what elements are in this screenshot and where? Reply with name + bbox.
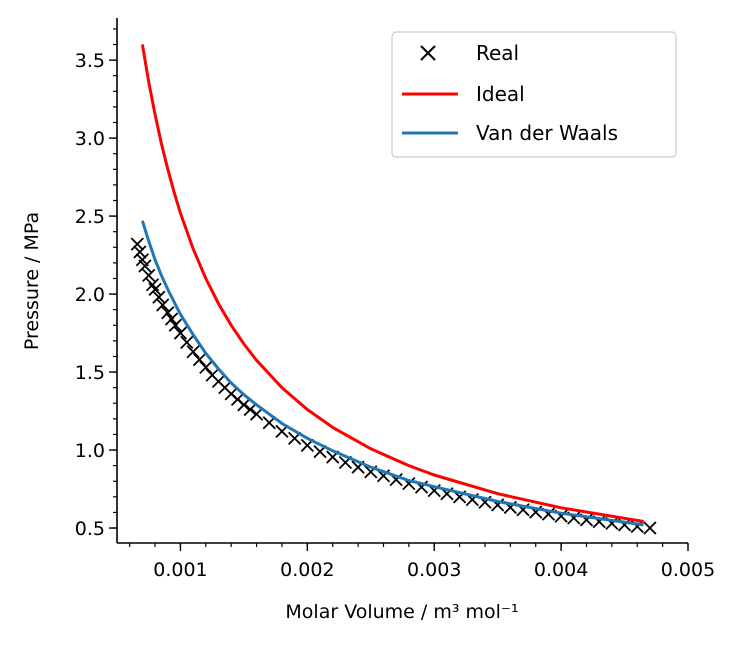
real-data-point [199, 360, 213, 375]
real-data-point [192, 352, 207, 367]
real-data-point [237, 398, 251, 412]
y-tick-label: 1.0 [75, 440, 105, 462]
legend-label-van-der-waals: Van der Waals [476, 121, 618, 145]
real-data-point [130, 237, 144, 251]
marker-stroke [205, 368, 219, 382]
marker-stroke [168, 318, 183, 332]
real-data-point [249, 407, 264, 421]
y-tick-label: 2.0 [75, 284, 105, 306]
marker-stroke [135, 253, 150, 267]
marker-stroke [173, 326, 188, 340]
marker-stroke [389, 473, 403, 487]
real-data-point [138, 259, 152, 273]
marker-stroke [192, 352, 207, 367]
x-axis-label: Molar Volume / m³ mol⁻¹ [285, 601, 518, 623]
marker-stroke [554, 509, 568, 523]
real-data-point [168, 318, 183, 332]
marker-stroke [161, 306, 175, 320]
legend-real-marker-icon [420, 45, 436, 61]
marker-stroke [138, 259, 152, 273]
marker-stroke [142, 268, 156, 282]
axes: 0.001 0.002 0.003 0.004 0.005 0.5 1.0 1.5 2.0 2.5… [75, 18, 715, 581]
marker-stroke [164, 312, 179, 326]
real-data-point [142, 268, 156, 282]
real-data-point [186, 345, 200, 359]
marker-stroke [156, 298, 170, 312]
marker-stroke [617, 518, 632, 532]
marker-stroke [148, 282, 162, 297]
marker-stroke [199, 360, 213, 375]
marker-stroke [130, 237, 144, 251]
x-tick-label: 0.001 [153, 559, 207, 581]
marker-stroke [180, 335, 194, 350]
real-data-point [643, 521, 657, 535]
marker-stroke [218, 381, 232, 395]
real-data-point [164, 312, 179, 326]
real-data-point [243, 402, 257, 417]
legend-label-real: Real [476, 41, 519, 65]
x-tick-label: 0.004 [534, 559, 588, 581]
legend: Real Ideal Van der Waals [391, 31, 677, 158]
real-data-point [161, 306, 175, 320]
marker-stroke [133, 245, 147, 259]
marker-stroke [402, 476, 416, 491]
marker-stroke [249, 407, 264, 421]
real-data-point [133, 245, 147, 259]
real-data-point [156, 298, 170, 312]
x-tick-label: 0.002 [280, 559, 334, 581]
x-tick-label: 0.005 [661, 559, 715, 581]
y-tick-label: 3.0 [75, 128, 105, 150]
marker-stroke [152, 290, 166, 304]
plot-area [130, 44, 657, 535]
series-van-der-waals-line [140, 220, 644, 527]
marker-stroke [567, 511, 581, 525]
y-tick-label: 2.5 [75, 206, 105, 228]
real-data-point [148, 282, 162, 297]
marker-stroke [145, 278, 160, 292]
marker-stroke [211, 374, 226, 389]
marker-stroke [243, 402, 257, 417]
marker-stroke [643, 521, 657, 535]
y-tick-label: 1.5 [75, 362, 105, 384]
series-ideal-line [140, 44, 644, 523]
legend-label-ideal: Ideal [476, 82, 525, 106]
series-real-markers [130, 237, 657, 535]
real-data-point [152, 290, 166, 304]
real-data-point [173, 326, 188, 340]
marker-stroke [605, 516, 619, 530]
legend-box [391, 31, 677, 158]
y-axis-label: Pressure / MPa [21, 212, 43, 350]
y-tick-label: 0.5 [75, 518, 105, 540]
y-tick-label: 3.5 [75, 50, 105, 72]
marker-stroke [186, 345, 200, 359]
marker-stroke [592, 514, 606, 529]
x-tick-label: 0.003 [407, 559, 461, 581]
real-data-point [180, 335, 194, 350]
marker-stroke [237, 398, 251, 412]
